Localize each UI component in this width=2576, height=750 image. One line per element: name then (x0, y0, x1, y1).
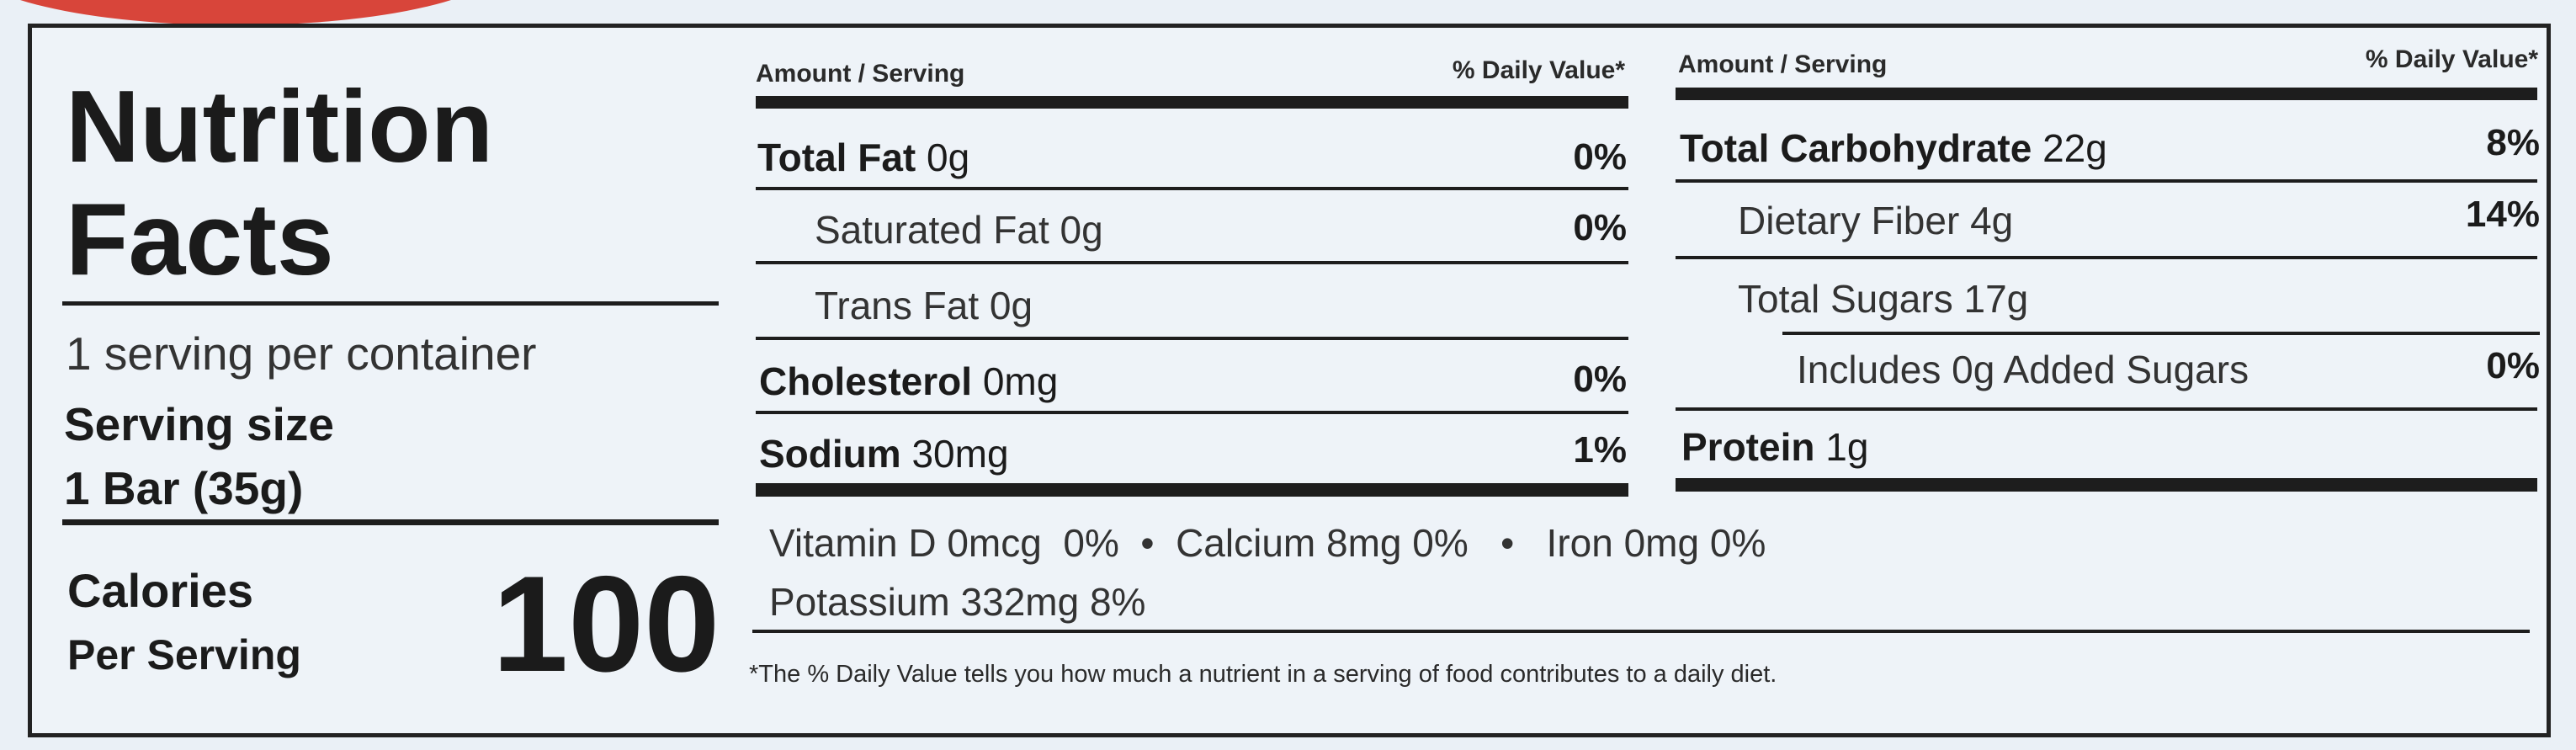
nutrient-trans-fat: Trans Fat 0g (815, 284, 1033, 327)
dv-sodium: 1% (1573, 429, 1627, 471)
nutrient-sodium: Sodium 30mg (759, 432, 1009, 476)
nutrient-cholesterol: Cholesterol 0mg (759, 359, 1059, 403)
title-facts: Facts (66, 182, 334, 296)
divider (756, 411, 1628, 414)
nutrient-total-carbohydrate: Total Carbohydrate 22g (1680, 126, 2107, 170)
serving-size-label: Serving size (64, 398, 334, 450)
divider (756, 187, 1628, 190)
divider (62, 519, 719, 525)
thick-divider (1676, 478, 2537, 492)
divider (1676, 256, 2537, 259)
nutrition-facts-panel (28, 24, 2551, 737)
nutrient-protein: Protein 1g (1681, 425, 1869, 469)
dv-cholesterol: 0% (1573, 359, 1627, 400)
amount-header-right: Amount / Serving (1678, 51, 1888, 78)
micronutrients-line-2: Potassium 332mg 8% (769, 580, 1146, 624)
calories-per-serving-label: Per Serving (67, 631, 301, 678)
amount-header: Amount / Serving (756, 60, 965, 88)
divider (1782, 332, 2540, 335)
thick-divider (756, 96, 1628, 109)
thick-divider (1676, 88, 2537, 100)
servings-per-container: 1 serving per container (66, 327, 537, 380)
divider (756, 261, 1628, 264)
dv-added-sugars: 0% (2486, 345, 2540, 386)
thick-divider (756, 483, 1628, 497)
package-graphic (0, 0, 505, 25)
dv-saturated-fat: 0% (1573, 207, 1627, 248)
calories-value: 100 (492, 548, 720, 700)
nutrient-total-fat: Total Fat 0g (757, 136, 970, 179)
divider (752, 630, 2530, 633)
dv-total-fat: 0% (1573, 136, 1627, 178)
nutrient-dietary-fiber: Dietary Fiber 4g (1738, 199, 2014, 242)
micronutrients-line-1: Vitamin D 0mcg 0% • Calcium 8mg 0% • Iro… (769, 521, 1766, 565)
divider (62, 301, 719, 306)
nutrient-added-sugars: Includes 0g Added Sugars (1797, 348, 2249, 391)
title-nutrition: Nutrition (66, 69, 494, 184)
dv-dietary-fiber: 14% (2465, 194, 2540, 235)
daily-value-header: % Daily Value* (1452, 56, 1625, 84)
calories-label: Calories (67, 564, 253, 617)
nutrient-saturated-fat: Saturated Fat 0g (815, 208, 1103, 252)
divider (1676, 179, 2537, 183)
dv-total-carbohydrate: 8% (2486, 122, 2540, 163)
divider (1676, 407, 2537, 411)
daily-value-header-right: % Daily Value* (2365, 45, 2538, 73)
nutrient-total-sugars: Total Sugars 17g (1738, 277, 2029, 321)
serving-size-value: 1 Bar (35g) (64, 462, 304, 514)
footnote: *The % Daily Value tells you how much a … (749, 661, 1777, 688)
divider (756, 337, 1628, 340)
